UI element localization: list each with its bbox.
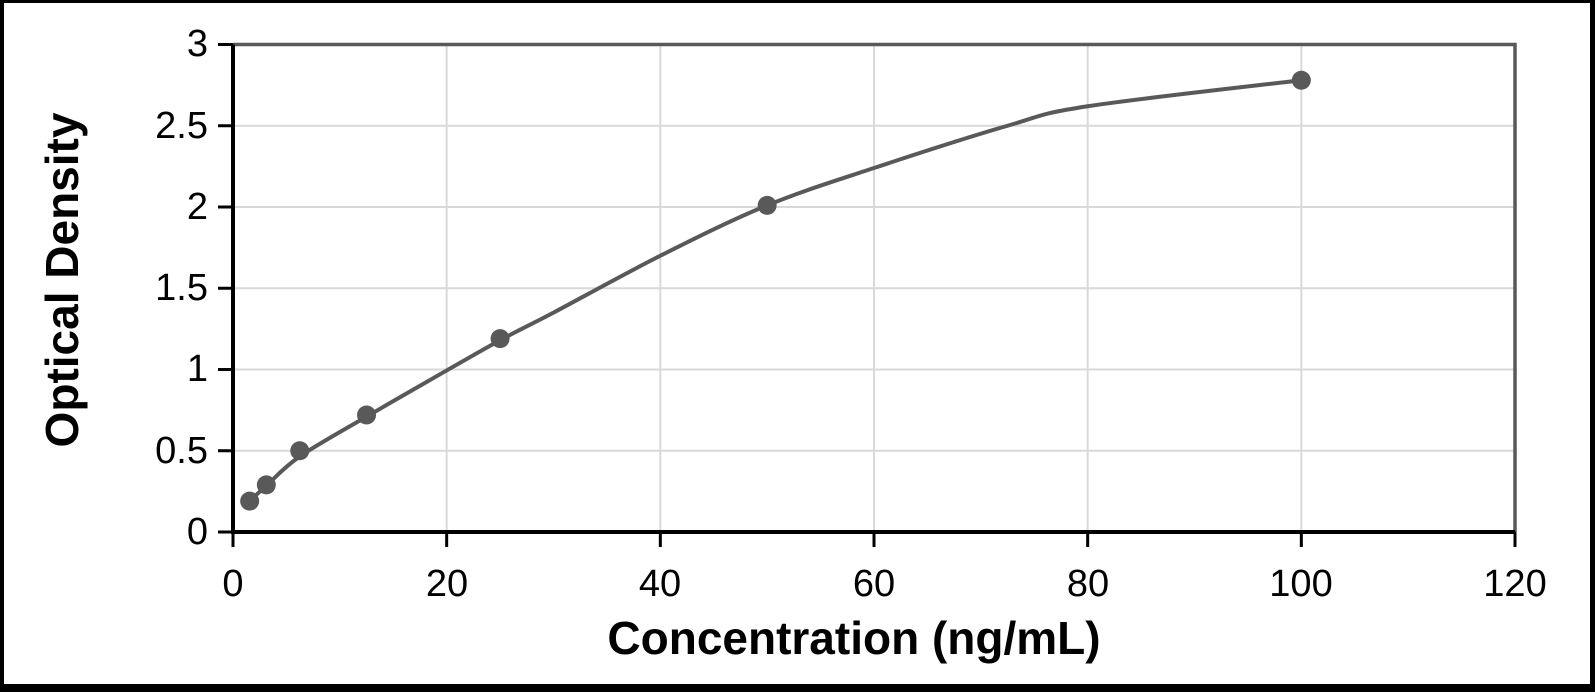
x-axis-title: Concentration (ng/mL) <box>607 612 1101 664</box>
y-axis-tick-label: 3 <box>186 23 208 65</box>
y-axis-tick-label: 2.5 <box>155 105 208 147</box>
y-axis-tick-label: 1.5 <box>155 267 208 309</box>
x-axis-tick-label: 100 <box>1269 563 1333 605</box>
y-axis-tick-label: 2 <box>186 186 208 228</box>
frame-border-top <box>0 0 1595 3</box>
y-axis-title: Optical Density <box>36 112 88 448</box>
x-axis-tick-label: 20 <box>425 563 469 605</box>
x-axis-tick-label: 40 <box>638 563 682 605</box>
frame-border-right <box>1590 0 1595 692</box>
plot-border <box>233 42 1517 532</box>
x-axis-tick-label: 0 <box>222 563 244 605</box>
x-axis-tick-label: 120 <box>1483 563 1547 605</box>
y-axis-tick-label: 1 <box>186 348 208 390</box>
y-axis-tick-label: 0 <box>186 511 208 553</box>
y-axis-tick-label: 0.5 <box>155 430 208 472</box>
x-axis-tick-label: 80 <box>1066 563 1110 605</box>
frame-border-bottom <box>0 684 1595 692</box>
fitted-curve-line <box>247 78 1304 504</box>
frame-border-left <box>0 0 4 692</box>
x-axis-tick-label: 60 <box>852 563 896 605</box>
